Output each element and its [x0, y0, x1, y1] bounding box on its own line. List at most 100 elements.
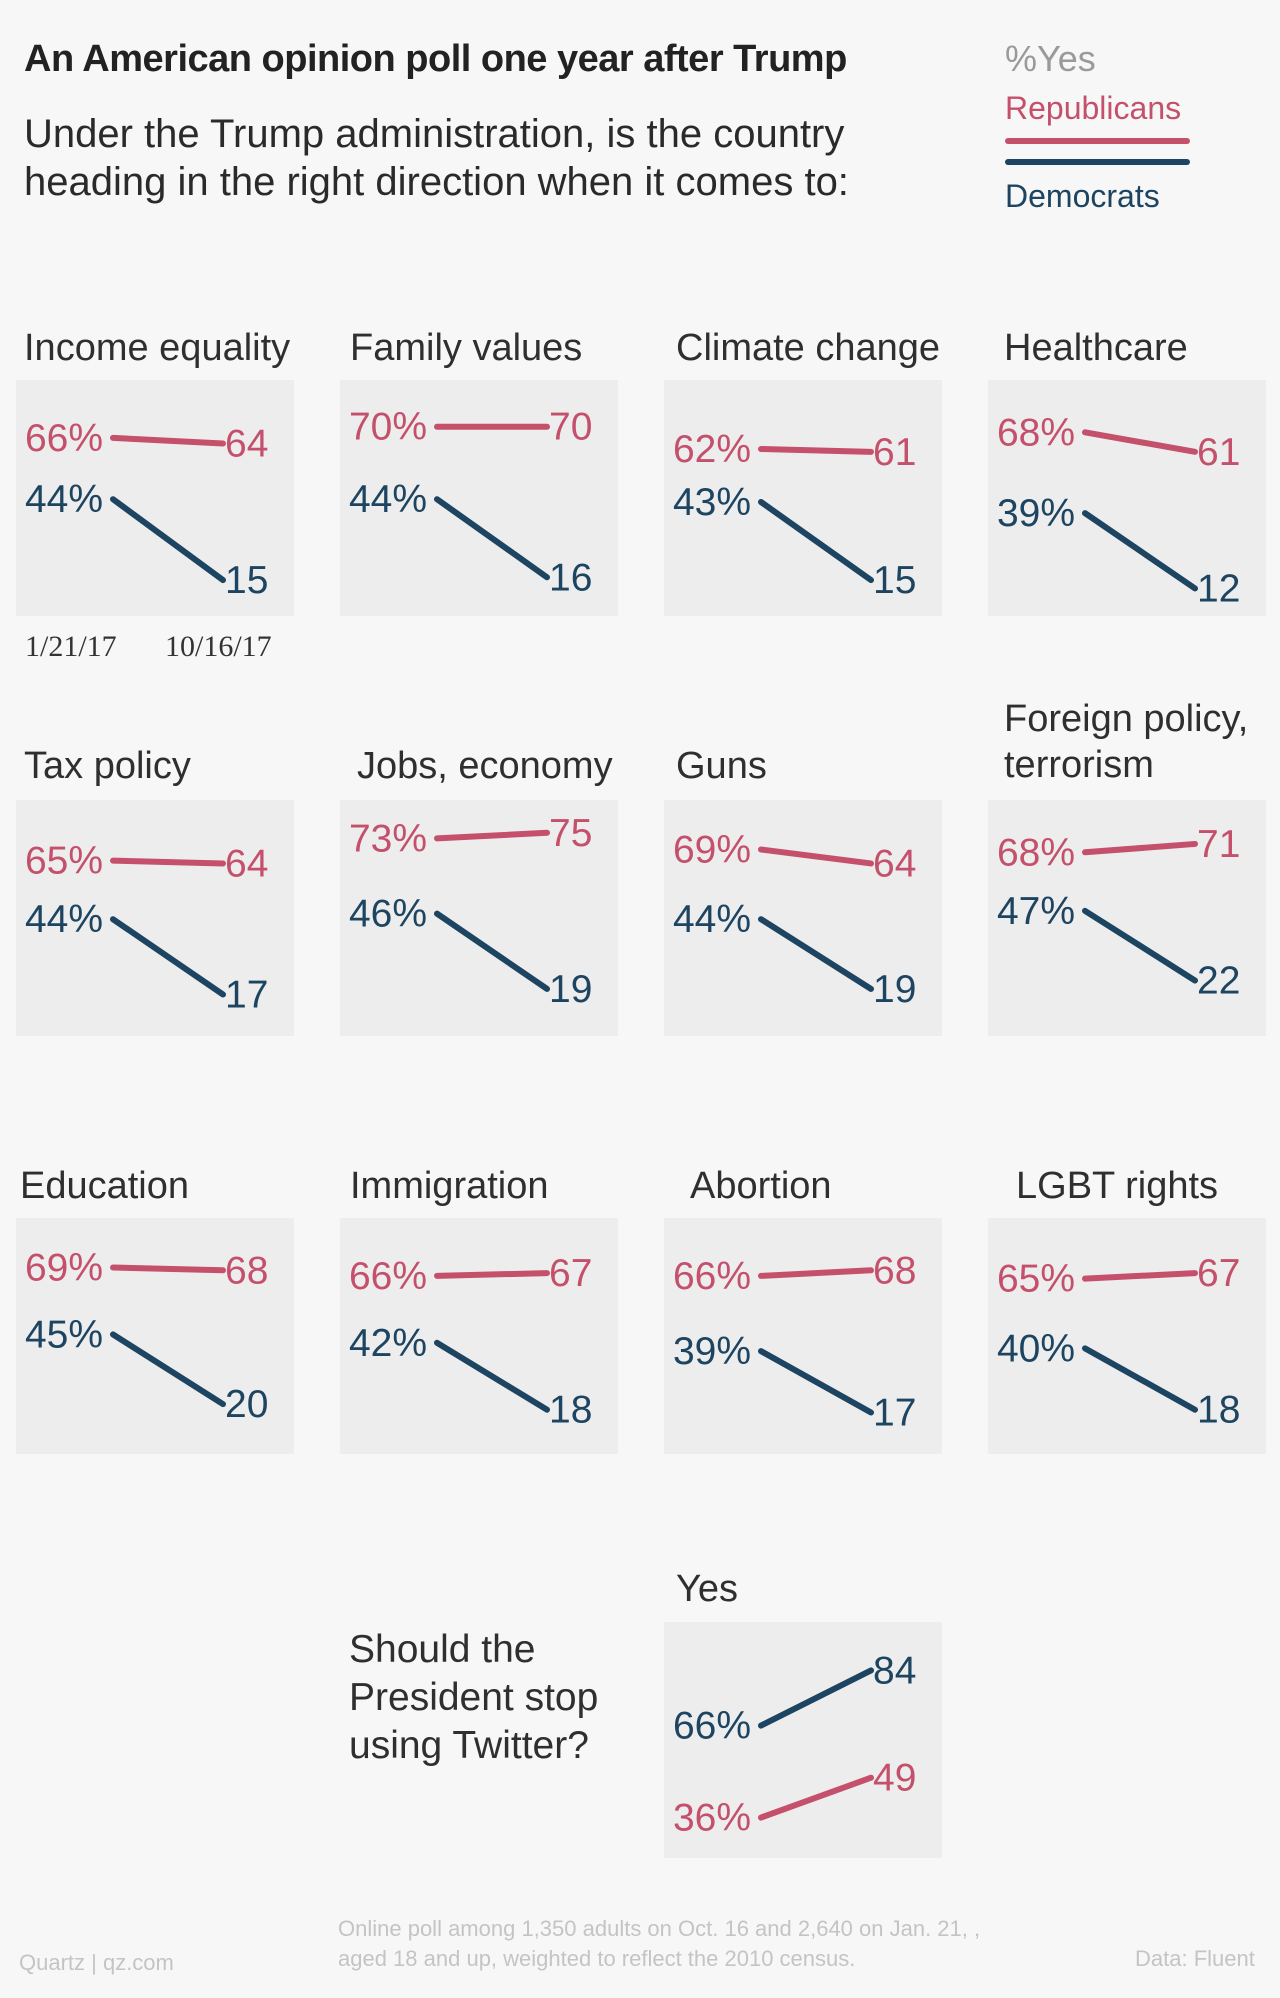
series-line-democrats-guns [758, 916, 874, 992]
panel-background-tax-policy [16, 800, 294, 1036]
data-label-end-democrats-abortion: 17 [873, 1391, 916, 1434]
legend-republicans-swatch [1005, 138, 1190, 144]
data-label-end-democrats-immigration: 18 [549, 1389, 592, 1432]
series-line-democrats-family-values [434, 496, 550, 581]
data-label-end-democrats-lgbt-rights: 18 [1197, 1389, 1240, 1432]
data-label-end-democrats-income-equality: 15 [225, 559, 268, 602]
data-label-start-republicans-healthcare: 68% [997, 411, 1075, 454]
data-label-end-republicans-jobs-economy: 75 [549, 812, 592, 855]
data-label-end-democrats-education: 20 [225, 1383, 268, 1426]
data-label-start-republicans-foreign-policy-terrorism: 68% [997, 831, 1075, 874]
panel-background-education [16, 1218, 294, 1454]
panel-background-foreign-policy-terrorism [988, 800, 1266, 1036]
data-label-end-republicans-immigration: 67 [549, 1252, 592, 1295]
series-line-democrats-lgbt-rights [1082, 1345, 1198, 1413]
footer-source: Quartz | qz.com [19, 1950, 174, 1975]
series-line-republicans-immigration [434, 1270, 550, 1279]
data-label-end-democrats-yes: 84 [873, 1649, 916, 1692]
data-label-start-republicans-guns: 69% [673, 829, 751, 872]
data-label-start-democrats-income-equality: 44% [25, 478, 103, 521]
data-label-end-democrats-climate-change: 15 [873, 559, 916, 602]
panel-background-guns [664, 800, 942, 1036]
series-line-republicans-lgbt-rights [1082, 1270, 1198, 1282]
data-label-end-republicans-income-equality: 64 [225, 422, 268, 465]
series-line-republicans-education [110, 1264, 226, 1274]
data-label-start-republicans-family-values: 70% [349, 406, 427, 449]
panel-title-climate-change: Climate change [676, 327, 941, 369]
x-axis-end-date: 10/16/17 [165, 630, 272, 663]
data-label-end-republicans-abortion: 68 [873, 1249, 916, 1292]
data-label-start-democrats-education: 45% [25, 1313, 103, 1356]
data-label-start-democrats-family-values: 44% [349, 478, 427, 521]
data-label-end-republicans-family-values: 70 [549, 406, 592, 449]
series-line-republicans-income-equality [110, 434, 226, 447]
series-line-democrats-abortion [758, 1348, 874, 1416]
series-line-republicans-tax-policy [110, 857, 226, 867]
panel-background-climate-change [664, 380, 942, 616]
panel-title-education: Education [20, 1165, 190, 1207]
series-line-democrats-healthcare [1082, 510, 1198, 592]
data-label-start-democrats-foreign-policy-terrorism: 47% [997, 890, 1075, 933]
data-label-start-democrats-jobs-economy: 46% [349, 893, 427, 936]
legend-republicans-label: Republicans [1005, 90, 1182, 126]
series-line-democrats-climate-change [758, 499, 874, 584]
panel-title-abortion: Abortion [690, 1165, 832, 1207]
series-line-democrats-education [110, 1331, 226, 1408]
data-label-start-republicans-abortion: 66% [673, 1255, 751, 1298]
x-axis-start-date: 1/21/17 [25, 630, 117, 663]
panel-title-tax-policy: Tax policy [24, 745, 191, 787]
panel-background-abortion [664, 1218, 942, 1454]
series-line-republicans-foreign-policy-terrorism [1082, 840, 1198, 856]
panel-background-lgbt-rights [988, 1218, 1266, 1454]
data-label-end-democrats-tax-policy: 17 [225, 973, 268, 1016]
panel-background-jobs-economy [340, 800, 618, 1036]
panel-title-family-values: Family values [350, 327, 583, 369]
data-label-start-democrats-lgbt-rights: 40% [997, 1327, 1075, 1370]
data-label-start-democrats-immigration: 42% [349, 1322, 427, 1365]
twitter-question: Should the President stop using Twitter? [349, 1628, 599, 1767]
panel-title-immigration: Immigration [350, 1165, 549, 1207]
panel-title-foreign-policy: Foreign policy, terrorism [1004, 698, 1249, 786]
data-label-start-democrats-tax-policy: 44% [25, 898, 103, 941]
series-line-democrats-yes [758, 1667, 874, 1729]
panel-background-healthcare [988, 380, 1266, 616]
panel-title-twitter-yes: Yes [676, 1568, 738, 1610]
panel-title-guns: Guns [676, 745, 767, 787]
panel-title-income-equality: Income equality [24, 327, 291, 369]
series-line-republicans-healthcare [1082, 429, 1198, 455]
data-label-end-republicans-healthcare: 61 [1197, 431, 1240, 474]
data-label-start-republicans-lgbt-rights: 65% [997, 1258, 1075, 1301]
data-label-end-republicans-yes: 49 [873, 1757, 916, 1800]
data-label-start-democrats-abortion: 39% [673, 1330, 751, 1373]
data-label-end-republicans-lgbt-rights: 67 [1197, 1252, 1240, 1295]
data-label-end-democrats-guns: 19 [873, 968, 916, 1011]
data-label-start-democrats-healthcare: 39% [997, 492, 1075, 535]
legend-democrats-swatch [1005, 159, 1190, 165]
data-label-start-republicans-climate-change: 62% [673, 428, 751, 471]
data-label-end-democrats-family-values: 16 [549, 556, 592, 599]
data-label-start-democrats-yes: 66% [673, 1705, 751, 1748]
panel-background-income-equality [16, 380, 294, 616]
footer-note: Online poll among 1,350 adults on Oct. 1… [338, 1916, 981, 1971]
series-line-republicans-climate-change [758, 446, 874, 455]
series-line-democrats-jobs-economy [434, 910, 550, 992]
series-line-democrats-immigration [434, 1339, 550, 1413]
series-line-republicans-abortion [758, 1267, 874, 1279]
data-label-start-republicans-yes: 36% [673, 1797, 751, 1840]
series-line-democrats-income-equality [110, 496, 226, 584]
panel-background-yes [664, 1622, 942, 1858]
footer-data-credit: Data: Fluent [1135, 1946, 1255, 1971]
series-line-republicans-guns [758, 846, 874, 867]
chart-title: An American opinion poll one year after … [24, 38, 847, 80]
data-label-end-republicans-tax-policy: 64 [225, 842, 268, 885]
data-label-end-republicans-guns: 64 [873, 842, 916, 885]
data-label-end-republicans-education: 68 [225, 1249, 268, 1292]
data-label-start-republicans-immigration: 66% [349, 1255, 427, 1298]
data-label-start-democrats-climate-change: 43% [673, 481, 751, 524]
data-label-end-democrats-foreign-policy-terrorism: 22 [1197, 960, 1240, 1003]
series-line-democrats-foreign-policy-terrorism [1082, 907, 1198, 984]
legend-measure: %Yes [1005, 38, 1096, 79]
panel-background-family-values [340, 380, 618, 616]
panel-title-jobs-economy: Jobs, economy [357, 745, 613, 787]
